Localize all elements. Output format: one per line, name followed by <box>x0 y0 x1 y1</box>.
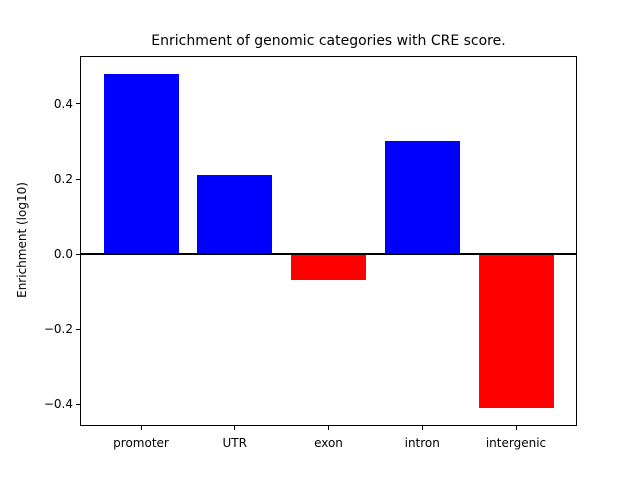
y-tick-label: 0.4 <box>53 96 73 111</box>
x-tick-label-promoter: promoter <box>113 436 169 450</box>
x-tick-mark <box>421 426 423 430</box>
plot-area: 0.4 0.2 0.0 −0.2 −0.4 promoter UTR exon intron in… <box>44 56 577 450</box>
y-tick-label: −0.4 <box>43 397 73 412</box>
zero-line <box>81 253 576 256</box>
bar-promoter <box>103 73 179 255</box>
chart-title: Enrichment of genomic categories with CR… <box>151 33 506 49</box>
x-tick-label-intron: intron <box>404 436 440 450</box>
bar-intergenic <box>478 254 554 409</box>
y-tick-label: 0.2 <box>53 172 73 187</box>
y-tick-mark <box>76 103 80 105</box>
bar-intron <box>384 141 460 255</box>
y-tick-mark <box>76 178 80 180</box>
x-tick-label-exon: exon <box>314 436 343 450</box>
y-axis-label: Enrichment (log10) <box>15 182 29 298</box>
bar-exon <box>291 254 366 281</box>
y-tick-label: −0.2 <box>43 322 73 337</box>
y-tick-label: 0.0 <box>53 247 73 262</box>
x-tick-label-UTR: UTR <box>222 436 247 450</box>
x-tick-mark <box>140 426 142 430</box>
x-tick-mark <box>328 426 329 430</box>
bar-UTR <box>197 175 273 255</box>
x-tick-mark <box>234 426 236 430</box>
y-tick-mark <box>76 328 80 330</box>
y-tick-mark <box>76 253 80 255</box>
x-tick-mark <box>515 426 517 430</box>
y-tick-mark <box>76 403 80 405</box>
x-tick-label-intergenic: intergenic <box>485 436 547 450</box>
